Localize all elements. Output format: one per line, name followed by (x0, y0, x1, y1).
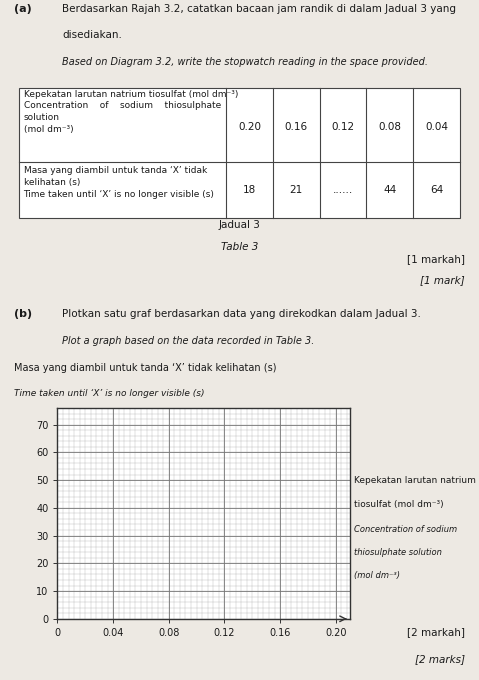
Text: 18: 18 (243, 185, 256, 195)
Text: 0.08: 0.08 (378, 122, 401, 132)
Text: 0.04: 0.04 (425, 122, 448, 132)
Text: 0.20: 0.20 (238, 122, 261, 132)
Text: (mol dm⁻³): (mol dm⁻³) (354, 571, 400, 580)
Text: Time taken until ‘X’ is no longer visible (s): Time taken until ‘X’ is no longer visibl… (14, 389, 205, 398)
Text: 0.12: 0.12 (331, 122, 354, 132)
Text: [1 mark]: [1 mark] (420, 275, 465, 286)
Text: [2 markah]: [2 markah] (407, 627, 465, 637)
Text: Concentration of sodium: Concentration of sodium (354, 525, 457, 534)
Text: Kepekatan larutan natrium tiosulfat (mol dm⁻³)
Concentration    of    sodium    : Kepekatan larutan natrium tiosulfat (mol… (23, 90, 238, 134)
Text: tiosulfat (mol dm⁻³): tiosulfat (mol dm⁻³) (354, 500, 444, 509)
Text: [2 marks]: [2 marks] (415, 654, 465, 664)
Text: 21: 21 (290, 185, 303, 195)
Text: (a): (a) (14, 4, 32, 14)
Text: 64: 64 (430, 185, 443, 195)
Text: disediakan.: disediakan. (62, 30, 122, 40)
Text: 0.16: 0.16 (285, 122, 308, 132)
Text: Masa yang diambil untuk tanda ‘X’ tidak
kelihatan (s)
Time taken until ‘X’ is no: Masa yang diambil untuk tanda ‘X’ tidak … (23, 166, 215, 199)
Text: Plotkan satu graf berdasarkan data yang direkodkan dalam Jadual 3.: Plotkan satu graf berdasarkan data yang … (62, 309, 421, 319)
Text: thiosulphate solution: thiosulphate solution (354, 548, 442, 557)
Text: 44: 44 (383, 185, 397, 195)
Text: (b): (b) (14, 309, 33, 319)
Text: Table 3: Table 3 (221, 242, 258, 252)
Text: Based on Diagram 3.2, write the stopwatch reading in the space provided.: Based on Diagram 3.2, write the stopwatc… (62, 57, 428, 67)
Text: [1 markah]: [1 markah] (407, 254, 465, 264)
Text: ......: ...... (333, 185, 353, 195)
Text: Jadual 3: Jadual 3 (218, 220, 261, 231)
Text: Plot a graph based on the data recorded in Table 3.: Plot a graph based on the data recorded … (62, 336, 315, 346)
Text: Berdasarkan Rajah 3.2, catatkan bacaan jam randik di dalam Jadual 3 yang: Berdasarkan Rajah 3.2, catatkan bacaan j… (62, 4, 456, 14)
Text: Masa yang diambil untuk tanda ‘X’ tidak kelihatan (s): Masa yang diambil untuk tanda ‘X’ tidak … (14, 363, 277, 373)
Text: Kepekatan larutan natrium: Kepekatan larutan natrium (354, 476, 476, 485)
